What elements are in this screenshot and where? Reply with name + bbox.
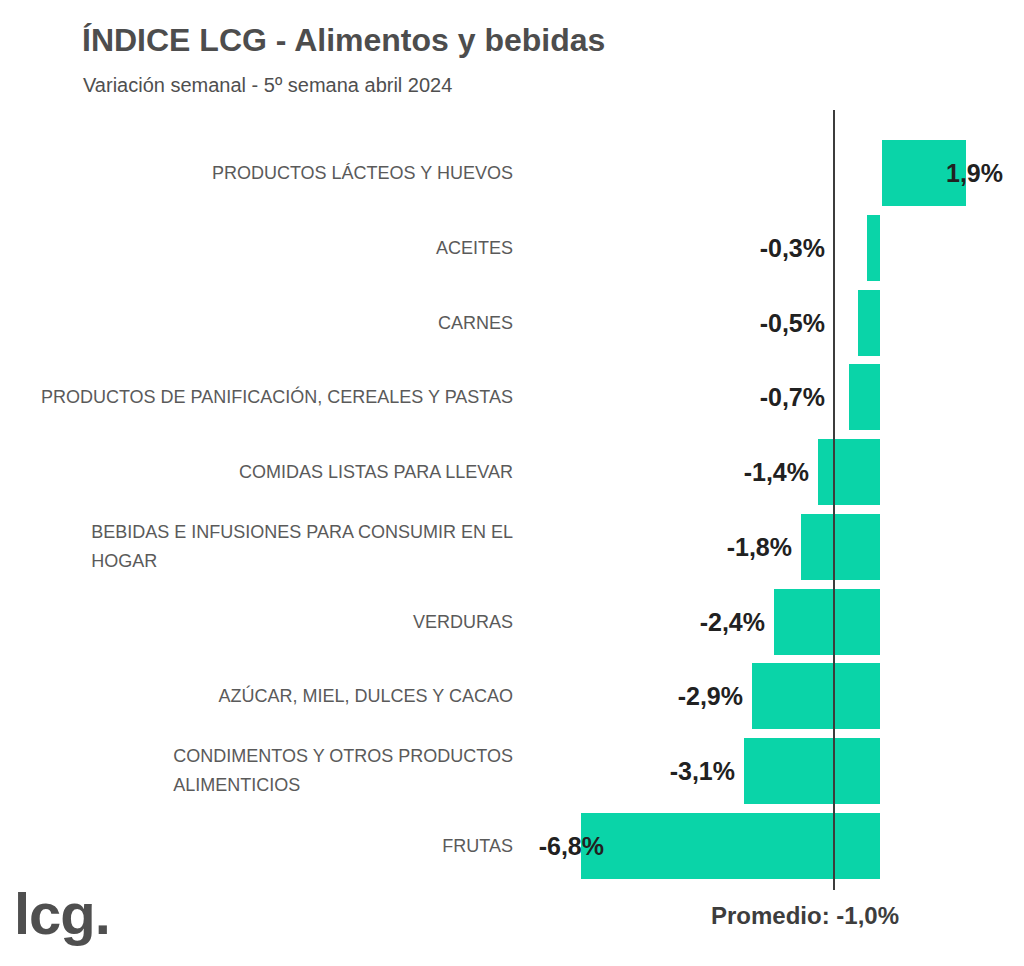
- category-label: CARNES: [0, 290, 513, 356]
- average-reference-line: [833, 110, 835, 890]
- value-label: -2,9%: [678, 663, 743, 729]
- average-label: Promedio: -1,0%: [655, 902, 955, 930]
- bar: [774, 589, 880, 655]
- chart-area: PRODUCTOS LÁCTEOS Y HUEVOS 1,9% ACEITES -0,…: [0, 0, 1024, 966]
- value-label: -6,8%: [539, 813, 604, 879]
- bar-row: ACEITES -0,3%: [0, 215, 1024, 281]
- bar-row: FRUTAS -6,8%: [0, 813, 1024, 879]
- value-label: -3,1%: [670, 738, 735, 804]
- bar: [744, 738, 880, 804]
- value-label: -1,4%: [744, 439, 809, 505]
- category-label: VERDURAS: [0, 589, 513, 655]
- bar-row: CONDIMENTOS Y OTROS PRODUCTOSALIMENTICIO…: [0, 738, 1024, 804]
- bar: [752, 663, 880, 729]
- category-label: CONDIMENTOS Y OTROS PRODUCTOSALIMENTICIO…: [0, 738, 513, 804]
- category-label: ACEITES: [0, 215, 513, 281]
- bar: [818, 439, 880, 505]
- bar: [867, 215, 880, 281]
- category-label: COMIDAS LISTAS PARA LLEVAR: [0, 439, 513, 505]
- value-label: -1,8%: [727, 514, 792, 580]
- bar: [849, 364, 880, 430]
- bar-row: BEBIDAS E INFUSIONES PARA CONSUMIR EN EL…: [0, 514, 1024, 580]
- value-label: 1,9%: [946, 140, 1003, 206]
- value-label: -0,7%: [760, 364, 825, 430]
- bar: [858, 290, 880, 356]
- category-label: PRODUCTOS LÁCTEOS Y HUEVOS: [0, 140, 513, 206]
- chart-canvas: ÍNDICE LCG - Alimentos y bebidas Variaci…: [0, 0, 1024, 966]
- bar-row: VERDURAS -2,4%: [0, 589, 1024, 655]
- category-label: PRODUCTOS DE PANIFICACIÓN, CEREALES Y PA…: [0, 364, 513, 430]
- bar: [801, 514, 880, 580]
- value-label: -0,5%: [760, 290, 825, 356]
- bar-row: CARNES -0,5%: [0, 290, 1024, 356]
- category-label: AZÚCAR, MIEL, DULCES Y CACAO: [0, 663, 513, 729]
- bar-row: PRODUCTOS DE PANIFICACIÓN, CEREALES Y PA…: [0, 364, 1024, 430]
- category-label: FRUTAS: [0, 813, 513, 879]
- category-label: BEBIDAS E INFUSIONES PARA CONSUMIR EN EL…: [0, 514, 513, 580]
- bar-row: PRODUCTOS LÁCTEOS Y HUEVOS 1,9%: [0, 140, 1024, 206]
- bar-row: AZÚCAR, MIEL, DULCES Y CACAO -2,9%: [0, 663, 1024, 729]
- value-label: -2,4%: [700, 589, 765, 655]
- bar-row: COMIDAS LISTAS PARA LLEVAR -1,4%: [0, 439, 1024, 505]
- brand-logo: lcg.: [14, 880, 110, 947]
- bar: [581, 813, 880, 879]
- value-label: -0,3%: [760, 215, 825, 281]
